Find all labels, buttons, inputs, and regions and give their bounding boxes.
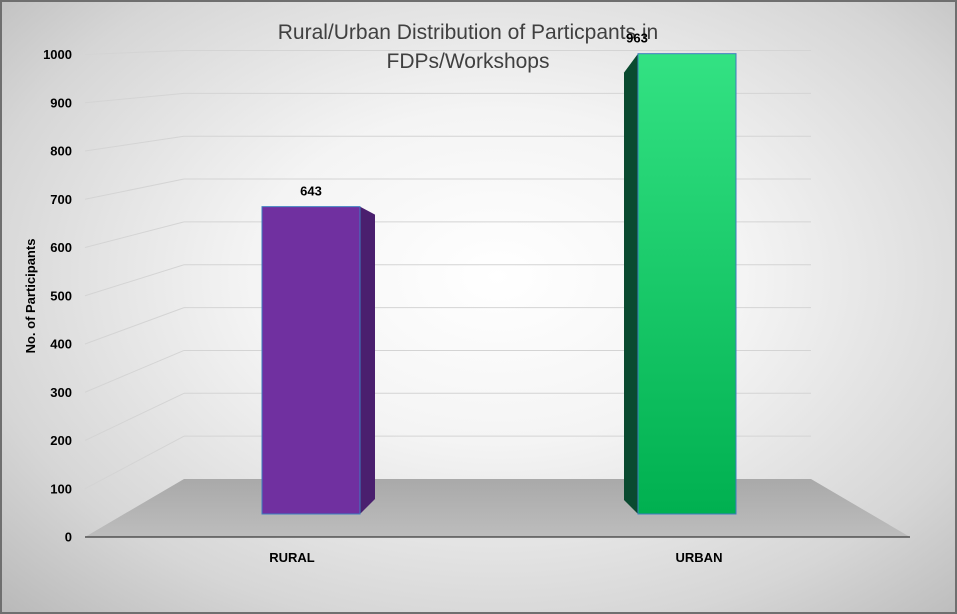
x-category-label: URBAN bbox=[676, 550, 723, 565]
gridline-diagonal bbox=[84, 50, 185, 55]
bar-rural-side bbox=[360, 206, 375, 514]
y-tick-label: 200 bbox=[50, 433, 72, 448]
gridline-diagonal bbox=[84, 221, 185, 248]
y-tick-label: 100 bbox=[50, 481, 72, 496]
y-axis-label: No. of Participants bbox=[23, 239, 38, 354]
bars: 643 963 bbox=[261, 31, 737, 515]
gridline-diagonal bbox=[84, 307, 185, 345]
gridline-diagonal bbox=[84, 178, 185, 200]
y-tick-label: 0 bbox=[65, 530, 72, 545]
data-label-rural: 643 bbox=[300, 184, 322, 199]
y-tick-label: 800 bbox=[50, 144, 72, 159]
chart-floor bbox=[85, 479, 910, 538]
floor-plane bbox=[85, 479, 910, 537]
y-tick-label: 900 bbox=[50, 95, 72, 110]
y-tick-label: 400 bbox=[50, 337, 72, 352]
bar-rural-front bbox=[261, 206, 361, 515]
bar-urban-side bbox=[624, 53, 638, 514]
y-tick-label: 300 bbox=[50, 385, 72, 400]
gridline-diagonal bbox=[84, 264, 185, 297]
bar-urban-front bbox=[637, 53, 737, 515]
chart-title-line-2: FDPs/Workshops bbox=[387, 50, 550, 73]
gridline-diagonal bbox=[84, 92, 185, 104]
y-tick-label: 500 bbox=[50, 288, 72, 303]
data-label-urban: 963 bbox=[626, 31, 648, 46]
y-tick-label: 700 bbox=[50, 192, 72, 207]
y-tick-label: 600 bbox=[50, 240, 72, 255]
gridline-diagonal bbox=[84, 135, 185, 152]
gridline-diagonal bbox=[84, 392, 185, 441]
chart-title-line-1: Rural/Urban Distribution of Particpants … bbox=[278, 21, 659, 44]
bar-urban: 963 bbox=[624, 31, 737, 515]
gridline-diagonal bbox=[84, 349, 185, 393]
bar-rural: 643 bbox=[261, 184, 375, 515]
y-tick-label: 1000 bbox=[43, 47, 72, 62]
x-category-label: RURAL bbox=[269, 550, 315, 565]
chart-title: Rural/Urban Distribution of Particpants … bbox=[278, 21, 659, 73]
gridline-diagonal bbox=[84, 435, 185, 490]
y-axis-ticks: 0 100 200 300 400 500 600 700 800 900 1000 bbox=[43, 47, 72, 545]
x-axis-categories: RURAL URBAN bbox=[269, 550, 722, 565]
